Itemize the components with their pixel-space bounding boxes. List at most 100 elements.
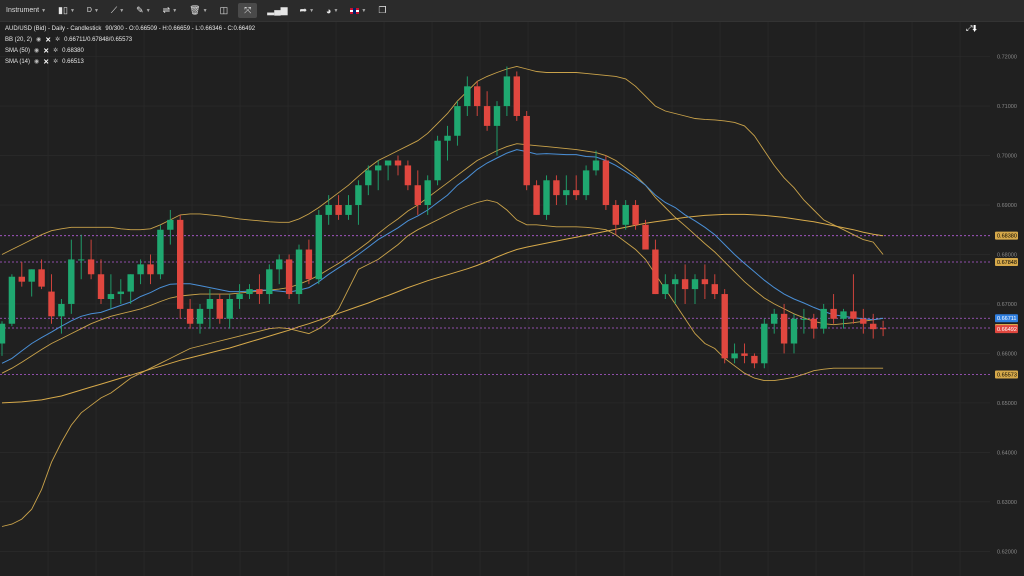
chevron-down-icon: ▼ [172,7,178,14]
candle-body [246,289,253,295]
price-axis: 0.72000 0.71000 0.70000 0.69000 0.68000 0.670… [997,55,1017,556]
close-icon[interactable]: ✕ [45,37,52,44]
candle-body [365,170,372,186]
y-tick-label: 0.72000 [997,55,1017,61]
candle-body [186,308,194,324]
candle-body [404,165,412,186]
legend-sma14-row: SMA (14) ◉ ✕ ✲ 0.66513 [5,57,255,68]
sma50-label: SMA (50) [5,48,31,54]
timeframe-menu[interactable]: D ▼ [81,0,105,21]
candle-body [543,180,550,215]
candle-body [810,318,817,329]
candle-body [681,279,689,290]
candle-body [523,115,530,186]
candle-body [622,205,629,225]
instrument-menu[interactable]: Instrument ▼ [0,0,52,21]
eye-icon[interactable]: ◉ [36,37,42,43]
candle-body [8,276,16,324]
y-tick-label: 0.67000 [997,302,1017,308]
instrument-label: Instrument [6,7,40,14]
layout-button[interactable]: ◫ [214,0,235,21]
expand-download-icon[interactable]: ⤢⬇ [966,24,978,33]
candle-body [256,289,263,295]
candle-body [87,259,95,275]
candle-body [315,214,322,280]
toolbar: Instrument ▼ ▮▯ ▼ D ▼ ⟋ ▼ ✎ ▼ ⇌ ▼ 🗑 ▼ ◫ ⤧ ▂▄▆ ➦… [0,0,1024,22]
candle-body [117,291,124,295]
popout-icon: ❐ [378,5,387,15]
candle-body [48,291,55,317]
ruler-menu[interactable]: ✎ ▼ [130,0,157,21]
fullscreen-button[interactable]: ⤧ [238,3,258,18]
candle-body [424,180,431,206]
gear-icon[interactable]: ✲ [53,48,59,54]
trash-menu[interactable]: 🗑 ▼ [183,0,213,21]
candle-body [335,205,342,215]
price-tag-label: 0.66492 [997,327,1017,333]
popout-button[interactable]: ❐ [372,0,392,21]
candle-body [771,313,778,324]
fork-menu[interactable]: ⇌ ▼ [157,0,184,21]
candle-body [830,308,837,319]
price-tag-box [995,231,1018,240]
candle-body [493,106,501,126]
candle-body [513,76,520,116]
candle-body [879,328,887,330]
candle-body [28,269,35,282]
candle-body [325,205,332,215]
close-icon[interactable]: ✕ [43,59,50,66]
candle-body [206,299,214,309]
candle-body [58,303,65,317]
bar-chart-icon: ▂▄▆ [267,5,288,15]
candle-body [434,140,441,181]
share-menu[interactable]: ➦ ▼ [294,0,321,21]
chevron-down-icon: ▼ [202,7,208,14]
chevron-down-icon: ▼ [145,7,151,14]
legend-ohlc: 90/300 - O:0.66509 - H:0.66659 - L:0.663… [105,26,256,32]
close-icon[interactable]: ✕ [43,48,50,55]
candle-body [483,106,491,126]
price-tag-box [995,314,1018,323]
candle-body [147,264,154,275]
gear-icon[interactable]: ✲ [55,37,61,43]
price-tag-box [995,258,1018,267]
candle-body [38,269,45,287]
line-tool-menu[interactable]: ⟋ ▼ [105,0,130,21]
y-tick-label: 0.71000 [997,104,1017,110]
chevron-down-icon: ▼ [93,7,99,14]
y-tick-label: 0.68000 [997,252,1017,258]
sma50-line [1,213,884,404]
language-menu[interactable]: ▼ [344,0,372,21]
candle-body [563,190,570,196]
palette-menu[interactable]: ◕ ▼ [320,0,344,21]
candle-body [107,294,115,299]
candle-body [266,269,273,295]
chart-grid [0,22,990,576]
bar-chart-button[interactable]: ▂▄▆ [261,0,293,21]
candle-body [642,224,649,250]
candle-body [157,229,164,275]
candle-body [652,249,659,295]
price-tag-label: 0.67848 [997,260,1017,266]
candle-body [553,180,560,196]
candles-menu[interactable]: ▮▯ ▼ [52,0,81,21]
eye-icon[interactable]: ◉ [34,48,40,54]
candle-body [602,160,610,206]
share-icon: ➦ [299,5,308,15]
bb-values: 0.66711/0.67848/0.65573 [64,37,133,43]
candlestick-chart[interactable]: 0.72000 0.71000 0.70000 0.69000 0.68000 0.670… [0,22,1024,576]
trash-icon: 🗑 [189,5,201,15]
y-tick-label: 0.66000 [997,351,1017,357]
gear-icon[interactable]: ✲ [53,59,59,65]
y-tick-label: 0.63000 [997,500,1017,506]
legend-title: AUD/USD (Bid) - Daily - Candlestick [5,26,102,32]
candle-body [731,353,738,359]
candle-body [384,160,392,166]
eye-icon[interactable]: ◉ [34,59,40,65]
candle-body [18,276,25,282]
flag-icon [350,7,360,14]
candle-body [503,76,511,107]
candle-body [78,259,85,261]
price-tags: 0.683800.678480.667110.665130.664920.655… [995,231,1018,379]
candle-body [355,185,362,206]
